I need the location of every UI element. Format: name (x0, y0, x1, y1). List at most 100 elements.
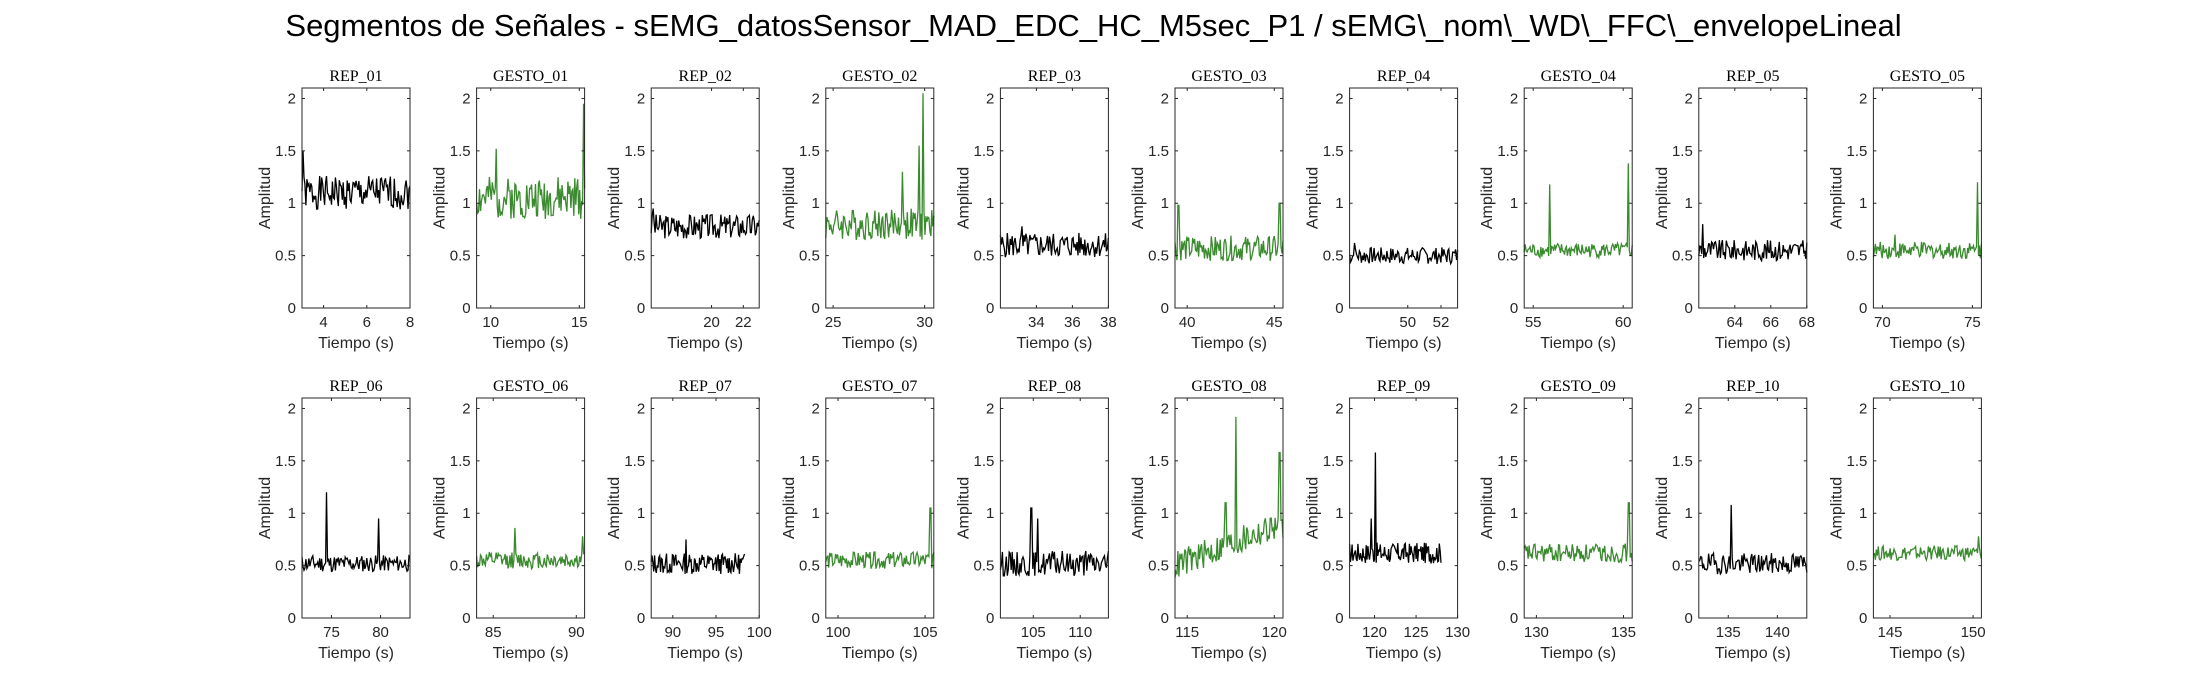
y-tick-label: 1 (1859, 195, 1867, 212)
subplot-gesto-05: 0 0.5 1 1.5 2 70 75 GESTO_05 Tiempo (s) Amplitud (1828, 68, 1983, 352)
subplot-title: GESTO_07 (842, 378, 917, 395)
x-tick-label: 45 (1266, 314, 1283, 331)
y-tick-label: 0.5 (1497, 248, 1518, 265)
y-tick-label: 1.5 (1497, 453, 1518, 470)
x-tick-label: 95 (708, 624, 725, 641)
y-tick-label: 0 (811, 300, 819, 317)
y-axis-label: Amplitud (606, 477, 623, 539)
y-tick-label: 0 (1684, 300, 1692, 317)
plot-box (825, 397, 935, 619)
y-tick-label: 1.5 (1847, 143, 1868, 160)
x-tick-label: 120 (1262, 624, 1287, 641)
y-tick-label: 0 (986, 300, 994, 317)
y-tick-label: 0.5 (974, 558, 995, 575)
x-tick-label: 50 (1399, 314, 1416, 331)
y-tick-label: 0 (1335, 300, 1343, 317)
x-tick-label: 38 (1100, 314, 1117, 331)
y-tick-label: 0.5 (275, 558, 296, 575)
x-tick-label: 100 (825, 624, 850, 641)
subplot-gesto-02: 0 0.5 1 1.5 2 25 30 GESTO_02 Tiempo (s) Amplitud (781, 68, 935, 352)
x-axis-label: Tiempo (s) (1016, 335, 1092, 352)
y-tick-label: 1 (986, 195, 994, 212)
y-tick-label: 0.5 (275, 248, 296, 265)
x-tick-label: 60 (1615, 314, 1632, 331)
x-tick-label: 10 (482, 314, 499, 331)
y-tick-label: 2 (811, 400, 819, 417)
x-tick-label: 34 (1028, 314, 1045, 331)
subplot-title: REP_05 (1726, 68, 1779, 85)
plot-box (301, 397, 411, 619)
y-tick-label: 1.5 (1497, 143, 1518, 160)
signal-line (1698, 504, 1808, 576)
signal-line (1174, 416, 1284, 578)
x-tick-label: 64 (1726, 314, 1743, 331)
y-tick-label: 0 (462, 610, 470, 627)
x-tick-label: 25 (825, 314, 842, 331)
y-axis-label: Amplitud (1479, 477, 1496, 539)
y-tick-label: 0.5 (624, 248, 645, 265)
x-tick-label: 6 (363, 314, 371, 331)
y-tick-label: 1.5 (799, 453, 820, 470)
plot-box (1349, 397, 1459, 619)
x-axis-label: Tiempo (s) (1715, 335, 1791, 352)
y-tick-label: 2 (986, 400, 994, 417)
y-axis-label: Amplitud (781, 167, 798, 229)
subplot-title: REP_07 (679, 378, 732, 395)
subplot-rep-06: 0 0.5 1 1.5 2 75 80 REP_06 Tiempo (s) Amplitud (257, 378, 411, 662)
x-axis-label: Tiempo (s) (1889, 335, 1965, 352)
x-tick-label: 135 (1611, 624, 1636, 641)
plot-box (476, 87, 586, 309)
x-tick-label: 66 (1762, 314, 1779, 331)
signal-line (825, 507, 935, 570)
x-tick-label: 55 (1525, 314, 1542, 331)
x-tick-label: 22 (735, 314, 752, 331)
x-tick-label: 130 (1445, 624, 1470, 641)
subplot-gesto-01: 0 0.5 1 1.5 2 10 15 GESTO_01 Tiempo (s) Amplitud (432, 68, 588, 352)
y-tick-label: 0.5 (799, 248, 820, 265)
y-tick-label: 0.5 (1847, 558, 1868, 575)
y-tick-label: 0 (1161, 300, 1169, 317)
plot-box (825, 87, 935, 309)
y-tick-label: 0.5 (1323, 558, 1344, 575)
y-tick-label: 2 (1684, 400, 1692, 417)
subplot-title: GESTO_04 (1541, 68, 1616, 85)
subplot-rep-07: 0 0.5 1 1.5 2 90 95 100 REP_07 Tiempo (s) Amplitud (606, 378, 772, 662)
y-tick-label: 0 (1859, 300, 1867, 317)
plot-box (650, 397, 760, 619)
x-tick-label: 75 (1964, 314, 1981, 331)
x-axis-label: Tiempo (s) (1540, 645, 1616, 662)
y-axis-label: Amplitud (781, 477, 798, 539)
y-tick-label: 1 (1335, 505, 1343, 522)
x-tick-label: 100 (747, 624, 772, 641)
y-tick-label: 0 (1161, 610, 1169, 627)
y-tick-label: 0 (811, 610, 819, 627)
y-tick-label: 1.5 (974, 143, 995, 160)
y-tick-label: 1.5 (1672, 143, 1693, 160)
x-axis-label: Tiempo (s) (667, 335, 743, 352)
signal-line (1174, 202, 1284, 262)
y-tick-label: 2 (462, 90, 470, 107)
y-tick-label: 1.5 (1323, 453, 1344, 470)
y-tick-label: 1.5 (624, 143, 645, 160)
subplot-title: GESTO_10 (1890, 378, 1965, 395)
signal-line (475, 527, 585, 571)
signal-line (1348, 452, 1442, 564)
x-axis-label: Tiempo (s) (842, 645, 918, 662)
y-tick-label: 1.5 (275, 143, 296, 160)
subplot-rep-04: 0 0.5 1 1.5 2 50 52 REP_04 Tiempo (s) Amplitud (1305, 68, 1459, 352)
subplot-gesto-08: 0 0.5 1 1.5 2 115 120 GESTO_08 Tiempo (s) Amplitu… (1130, 378, 1287, 662)
plot-box (1872, 87, 1982, 309)
y-tick-label: 0.5 (1847, 248, 1868, 265)
plot-box (650, 87, 760, 309)
signal-line (301, 150, 411, 210)
y-tick-label: 0 (1510, 300, 1518, 317)
y-tick-label: 1 (1684, 195, 1692, 212)
subplot-rep-09: 0 0.5 1 1.5 2 120 125 130 REP_09 Tiempo (s) Amplit… (1305, 378, 1471, 662)
y-axis-label: Amplitud (1654, 167, 1671, 229)
y-tick-label: 0 (1335, 610, 1343, 627)
y-tick-label: 2 (1510, 400, 1518, 417)
y-tick-label: 0 (462, 300, 470, 317)
y-tick-label: 0.5 (1148, 248, 1169, 265)
